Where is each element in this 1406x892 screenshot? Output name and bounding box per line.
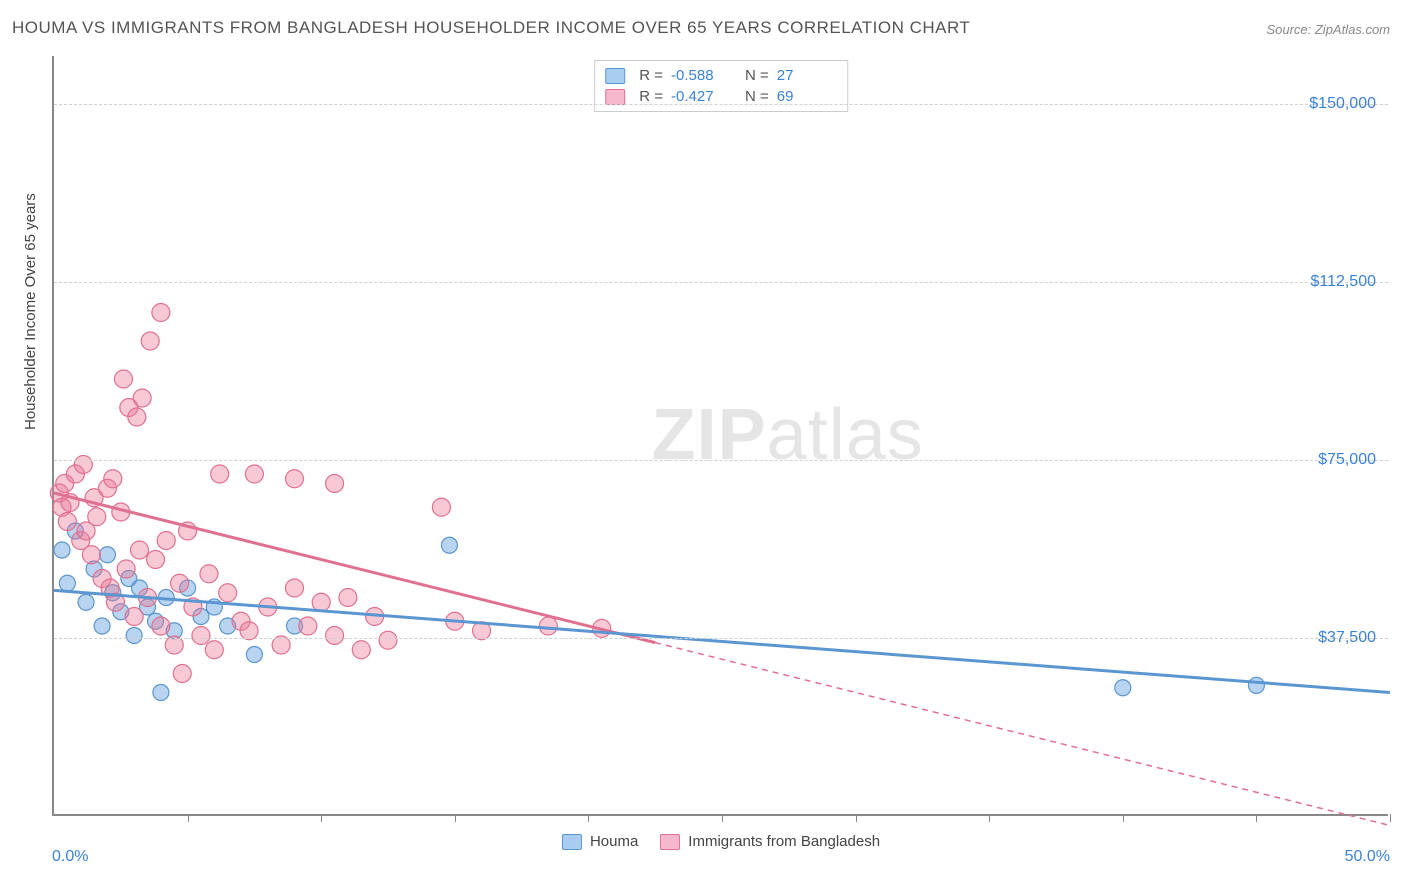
x-axis-end-label: 50.0% bbox=[1345, 848, 1390, 866]
y-tick-label: $37,500 bbox=[1318, 629, 1376, 647]
y-tick-label: $75,000 bbox=[1318, 451, 1376, 469]
y-tick-label: $150,000 bbox=[1309, 95, 1376, 113]
y-axis-label: Householder Income Over 65 years bbox=[22, 193, 39, 430]
n-label: N = bbox=[745, 88, 769, 105]
legend-row-houma: R = -0.588 N = 27 bbox=[605, 65, 837, 86]
series-legend: Houma Immigrants from Bangladesh bbox=[562, 833, 880, 850]
chart-svg bbox=[54, 56, 1388, 814]
r-label: R = bbox=[639, 67, 663, 84]
chart-title: HOUMA VS IMMIGRANTS FROM BANGLADESH HOUS… bbox=[12, 18, 970, 38]
legend-label-houma: Houma bbox=[590, 833, 638, 850]
swatch-houma bbox=[605, 68, 625, 84]
y-tick-label: $112,500 bbox=[1310, 273, 1376, 291]
r-label: R = bbox=[639, 88, 663, 105]
r-value-houma: -0.588 bbox=[671, 67, 731, 84]
x-axis-start-label: 0.0% bbox=[52, 848, 88, 866]
legend-item-houma: Houma bbox=[562, 833, 638, 850]
r-value-bangladesh: -0.427 bbox=[671, 88, 731, 105]
n-label: N = bbox=[745, 67, 769, 84]
swatch-bangladesh bbox=[660, 834, 680, 850]
source-attribution: Source: ZipAtlas.com bbox=[1266, 22, 1390, 37]
n-value-bangladesh: 69 bbox=[777, 88, 837, 105]
swatch-houma bbox=[562, 834, 582, 850]
n-value-houma: 27 bbox=[777, 67, 837, 84]
swatch-bangladesh bbox=[605, 89, 625, 105]
plot-area: ZIPatlas R = -0.588 N = 27 R = -0.427 N … bbox=[52, 56, 1388, 816]
legend-label-bangladesh: Immigrants from Bangladesh bbox=[688, 833, 880, 850]
legend-item-bangladesh: Immigrants from Bangladesh bbox=[660, 833, 880, 850]
